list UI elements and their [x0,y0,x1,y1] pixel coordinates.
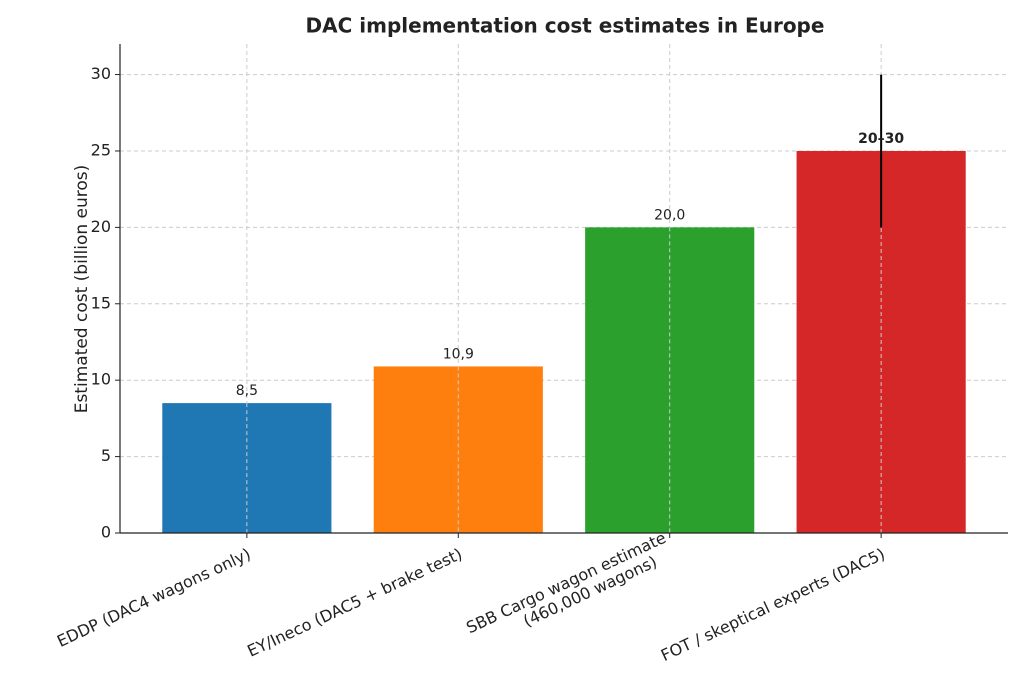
chart-title: DAC implementation cost estimates in Eur… [306,14,825,38]
y-tick-label: 15 [91,293,111,312]
value-label: 20–30 [858,131,904,147]
y-tick-label: 25 [91,140,111,159]
y-tick-label: 5 [101,446,111,465]
value-label: 8,5 [236,383,258,399]
bar [373,366,543,533]
x-tick-label: EDDP (DAC4 wagons only) [54,544,254,651]
value-label: 20,0 [654,207,685,223]
x-tick-label: FOT / skeptical experts (DAC5) [658,544,888,665]
value-label: 10,9 [443,346,474,362]
y-tick-label: 0 [101,523,111,542]
y-tick-label: 20 [91,217,111,236]
x-tick-label: SBB Cargo wagon estimate(460,000 wagons) [463,528,676,654]
y-axis-label: Estimated cost (billion euros) [72,165,92,414]
y-tick-label: 30 [91,64,111,83]
y-tick-label: 10 [91,370,111,389]
x-tick-label: EY/Ineco (DAC5 + brake test) [244,544,465,660]
